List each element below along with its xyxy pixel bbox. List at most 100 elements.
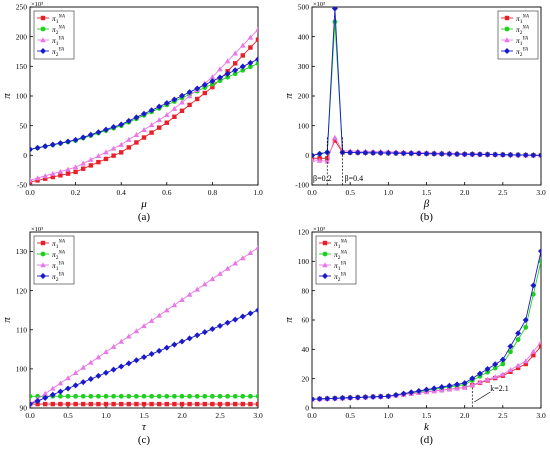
data-point: [255, 393, 258, 399]
panel-d: 0.0 0.5 1.0 1.5 2.0 2.5 3.0 0 20 40 60 80 100 120 ×10³…: [283, 226, 546, 446]
annotation-label: β=0.2: [313, 174, 332, 183]
y-tick-label: 60: [302, 316, 310, 325]
y-tick-label: 130: [16, 247, 28, 256]
series-na-1: [30, 401, 258, 407]
data-point: [255, 244, 258, 250]
data-point: [65, 401, 71, 407]
data-point: [149, 130, 154, 135]
data-point: [172, 401, 177, 407]
data-point: [233, 61, 238, 66]
data-point: [217, 270, 223, 276]
x-tick-label: 1.0: [253, 188, 263, 197]
x-axis-label: μ: [140, 198, 147, 210]
data-point: [50, 174, 55, 180]
series-ya-1: [30, 244, 258, 407]
data-point: [392, 150, 399, 157]
data-point: [126, 333, 132, 339]
data-point: [65, 393, 71, 399]
data-point: [43, 176, 48, 181]
data-point: [225, 401, 230, 407]
data-point: [248, 45, 253, 50]
x-tick-label: 2.5: [498, 188, 508, 197]
legend-item: π1YA: [319, 261, 347, 272]
legend-label: π2NA: [516, 25, 530, 36]
data-point: [88, 401, 93, 407]
data-point: [194, 393, 200, 399]
data-point: [88, 163, 94, 168]
data-point: [34, 144, 41, 151]
data-point: [255, 37, 258, 42]
data-point: [103, 393, 109, 399]
axis-exponent: ×10³: [31, 1, 43, 8]
data-point: [35, 401, 40, 407]
data-point: [507, 151, 514, 158]
data-point: [469, 151, 476, 158]
axis-exponent: ×10³: [313, 1, 325, 8]
data-point: [461, 151, 468, 158]
y-tick-label: 90: [20, 404, 28, 413]
data-point: [530, 291, 536, 297]
y-tick-label: 40: [302, 345, 310, 354]
y-tick-label: -100: [295, 181, 309, 190]
data-point: [324, 395, 331, 402]
legend-marker: [322, 273, 328, 279]
data-point: [49, 391, 56, 398]
x-tick-label: 0.5: [345, 411, 355, 420]
data-point: [95, 153, 102, 159]
data-point: [126, 393, 132, 399]
data-point: [446, 382, 453, 389]
data-point: [73, 393, 78, 399]
data-point: [331, 395, 338, 402]
legend-label: π1NA: [334, 239, 348, 250]
x-tick-label: 2.5: [498, 411, 508, 420]
data-point: [110, 124, 117, 131]
data-point: [312, 156, 315, 162]
legend-marker: [40, 251, 46, 257]
data-point: [347, 149, 354, 156]
data-point: [312, 396, 315, 403]
data-point: [134, 140, 139, 145]
data-point: [469, 382, 476, 388]
panel-label: (d): [420, 434, 433, 446]
legend-item: π2NA: [319, 250, 348, 261]
data-point: [133, 114, 140, 121]
data-point: [42, 394, 49, 401]
data-point: [163, 100, 170, 107]
data-point: [30, 146, 33, 153]
data-point: [186, 93, 193, 99]
data-point: [225, 393, 231, 399]
data-point: [65, 385, 71, 392]
y-tick-label: 400: [298, 32, 310, 41]
data-point: [485, 369, 490, 375]
data-point: [133, 328, 140, 334]
x-tick-label: 1.5: [422, 411, 432, 420]
data-point: [217, 322, 223, 329]
legend-item: π2YA: [37, 47, 65, 58]
data-point: [522, 152, 529, 159]
legend-marker: [322, 240, 328, 246]
data-point: [316, 150, 323, 157]
data-point: [87, 376, 94, 383]
y-tick-label: 80: [302, 286, 310, 295]
data-point: [103, 149, 109, 155]
data-point: [65, 138, 72, 145]
y-tick-label: -50: [17, 181, 27, 190]
data-point: [469, 375, 476, 382]
legend-label: π1NA: [52, 239, 66, 250]
data-point: [30, 401, 33, 408]
legend-item: π2YA: [501, 47, 529, 58]
legend-label: π1YA: [334, 261, 347, 272]
x-tick-label: 1.5: [139, 411, 149, 420]
data-point: [57, 380, 64, 386]
data-point: [156, 347, 163, 354]
data-point: [385, 150, 392, 157]
data-point: [232, 67, 239, 74]
y-tick-label: 0: [23, 151, 27, 160]
data-point: [110, 366, 117, 373]
data-point: [65, 171, 71, 176]
series-ya-2: [30, 307, 258, 408]
data-point: [157, 125, 162, 130]
data-point: [111, 153, 116, 158]
x-tick-label: 3.0: [536, 188, 546, 197]
